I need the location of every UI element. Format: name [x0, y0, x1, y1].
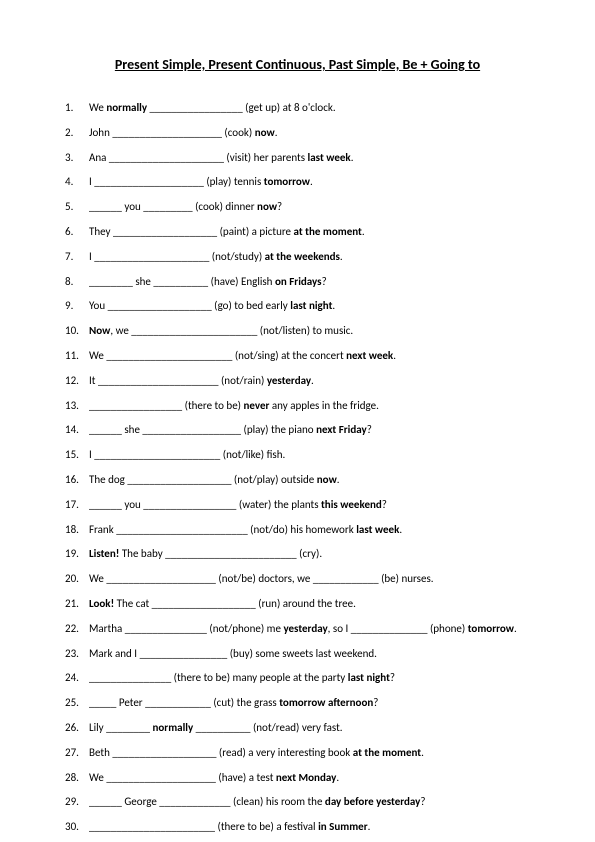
- list-item: Martha _______________ (not/phone) me ye…: [65, 622, 530, 636]
- list-item: They ___________________ (paint) a pictu…: [65, 225, 530, 239]
- exercise-list: We normally _________________ (get up) a…: [65, 101, 530, 834]
- list-item: ______ you _________________ (water) the…: [65, 498, 530, 512]
- list-item: _______________________ (there to be) a …: [65, 820, 530, 834]
- list-item: ______ George _____________ (clean) his …: [65, 795, 530, 809]
- list-item: The dog ___________________ (not/play) o…: [65, 473, 530, 487]
- list-item: _________________ (there to be) never an…: [65, 399, 530, 413]
- bold-text: last week: [356, 523, 399, 536]
- bold-text: next Monday: [276, 771, 336, 784]
- list-item: I _______________________ (not/like) fis…: [65, 448, 530, 462]
- page-title: Present Simple, Present Continuous, Past…: [65, 56, 530, 73]
- bold-text: now: [257, 200, 277, 213]
- list-item: We normally _________________ (get up) a…: [65, 101, 530, 115]
- list-item: Lily ________ normally __________ (not/r…: [65, 721, 530, 735]
- list-item: John ____________________ (cook) now.: [65, 126, 530, 140]
- list-item: Look! The cat ___________________ (run) …: [65, 597, 530, 611]
- bold-text: last week: [308, 151, 351, 164]
- bold-text: now: [317, 473, 337, 486]
- bold-text: next Friday: [316, 423, 367, 436]
- list-item: ______ you _________ (cook) dinner now?: [65, 200, 530, 214]
- bold-text: at the moment: [294, 225, 362, 238]
- bold-text: normally: [152, 721, 193, 734]
- list-item: We _______________________ (not/sing) at…: [65, 349, 530, 363]
- bold-text: tomorrow: [468, 622, 514, 635]
- bold-text: day before yesterday: [325, 795, 420, 808]
- list-item: Listen! The baby _______________________…: [65, 547, 530, 561]
- bold-text: Look!: [89, 597, 114, 610]
- list-item: _____ Peter ____________ (cut) the grass…: [65, 696, 530, 710]
- bold-text: Listen!: [89, 547, 119, 560]
- list-item: ________ she __________ (have) English o…: [65, 275, 530, 289]
- bold-text: yesterday: [283, 622, 327, 635]
- bold-text: tomorrow: [264, 175, 310, 188]
- bold-text: at the weekends: [265, 250, 340, 263]
- list-item: Frank ________________________ (not/do) …: [65, 523, 530, 537]
- bold-text: last night: [348, 671, 390, 684]
- bold-text: last night: [290, 299, 332, 312]
- list-item: ______ she __________________ (play) the…: [65, 423, 530, 437]
- bold-text: in Summer: [318, 820, 368, 833]
- bold-text: on Fridays: [275, 275, 322, 288]
- list-item: Beth ___________________ (read) a very i…: [65, 746, 530, 760]
- bold-text: Now: [89, 324, 110, 337]
- list-item: You ___________________ (go) to bed earl…: [65, 299, 530, 313]
- bold-text: yesterday: [267, 374, 311, 387]
- bold-text: never: [243, 399, 269, 412]
- bold-text: normally: [106, 101, 147, 114]
- list-item: It ______________________ (not/rain) yes…: [65, 374, 530, 388]
- bold-text: this weekend: [321, 498, 382, 511]
- bold-text: next week: [346, 349, 393, 362]
- bold-text: now: [255, 126, 275, 139]
- list-item: Mark and I ________________ (buy) some s…: [65, 647, 530, 661]
- list-item: We ____________________ (not/be) doctors…: [65, 572, 530, 586]
- list-item: We ____________________ (have) a test ne…: [65, 771, 530, 785]
- bold-text: at the moment: [353, 746, 421, 759]
- list-item: I ____________________ (play) tennis tom…: [65, 175, 530, 189]
- list-item: Now, we _______________________ (not/lis…: [65, 324, 530, 338]
- list-item: _______________ (there to be) many peopl…: [65, 671, 530, 685]
- list-item: Ana _____________________ (visit) her pa…: [65, 151, 530, 165]
- list-item: I _____________________ (not/study) at t…: [65, 250, 530, 264]
- bold-text: tomorrow afternoon: [279, 696, 373, 709]
